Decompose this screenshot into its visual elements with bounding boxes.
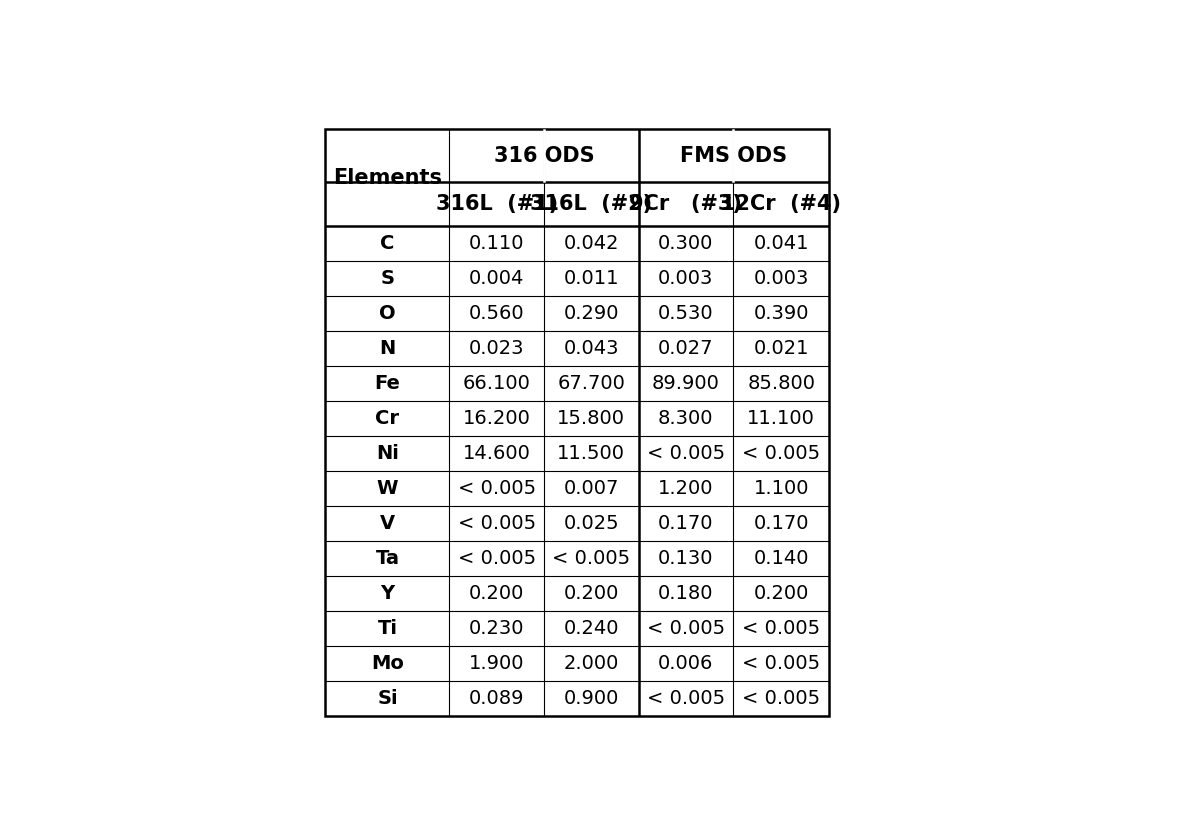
Text: 0.043: 0.043	[564, 339, 619, 358]
Text: Mo: Mo	[371, 655, 403, 673]
Text: < 0.005: < 0.005	[458, 479, 536, 498]
Text: S: S	[381, 270, 394, 288]
Text: 0.027: 0.027	[658, 339, 714, 358]
Text: < 0.005: < 0.005	[458, 514, 536, 534]
Text: 89.900: 89.900	[652, 374, 720, 393]
Text: < 0.005: < 0.005	[646, 620, 725, 638]
Text: 0.530: 0.530	[658, 305, 714, 323]
Text: 11.100: 11.100	[747, 409, 815, 428]
Text: 66.100: 66.100	[463, 374, 531, 393]
Text: 0.041: 0.041	[753, 235, 809, 254]
Text: Elements: Elements	[333, 168, 441, 188]
Text: 0.180: 0.180	[658, 584, 714, 603]
Text: 0.110: 0.110	[469, 235, 525, 254]
Text: 14.600: 14.600	[463, 444, 531, 463]
Text: < 0.005: < 0.005	[552, 549, 631, 569]
Text: C: C	[381, 235, 395, 254]
Text: 16.200: 16.200	[463, 409, 531, 428]
Text: 1.100: 1.100	[753, 479, 809, 498]
Text: < 0.005: < 0.005	[743, 620, 820, 638]
Text: 2.000: 2.000	[564, 655, 619, 673]
Text: 12Cr  (#4): 12Cr (#4)	[721, 195, 841, 214]
Text: 0.089: 0.089	[469, 689, 525, 708]
Text: 0.170: 0.170	[658, 514, 714, 534]
Text: Cr: Cr	[376, 409, 400, 428]
Text: 0.390: 0.390	[753, 305, 809, 323]
Text: 0.230: 0.230	[469, 620, 525, 638]
Text: < 0.005: < 0.005	[743, 689, 820, 708]
Text: Y: Y	[381, 584, 395, 603]
Text: 316L  (#2): 316L (#2)	[531, 195, 652, 214]
Text: N: N	[380, 339, 395, 358]
Text: 0.300: 0.300	[658, 235, 714, 254]
Text: 0.170: 0.170	[753, 514, 809, 534]
Text: < 0.005: < 0.005	[646, 689, 725, 708]
Text: 0.200: 0.200	[469, 584, 525, 603]
Text: 0.240: 0.240	[564, 620, 619, 638]
Text: 67.700: 67.700	[557, 374, 625, 393]
Text: 0.004: 0.004	[469, 270, 525, 288]
Text: 0.140: 0.140	[753, 549, 809, 569]
Text: < 0.005: < 0.005	[743, 444, 820, 463]
Text: O: O	[380, 305, 396, 323]
Text: Ta: Ta	[376, 549, 400, 569]
Text: 0.200: 0.200	[564, 584, 619, 603]
Text: 0.130: 0.130	[658, 549, 714, 569]
Text: 0.042: 0.042	[564, 235, 619, 254]
Text: 0.011: 0.011	[564, 270, 619, 288]
Text: Fe: Fe	[375, 374, 400, 393]
Text: 0.560: 0.560	[469, 305, 525, 323]
Bar	[325, 129, 829, 716]
Text: 0.200: 0.200	[753, 584, 809, 603]
Text: < 0.005: < 0.005	[646, 444, 725, 463]
Text: 9Cr   (#3): 9Cr (#3)	[630, 195, 743, 214]
Text: < 0.005: < 0.005	[743, 655, 820, 673]
Text: 0.023: 0.023	[469, 339, 525, 358]
Text: Ti: Ti	[377, 620, 397, 638]
Text: 0.006: 0.006	[658, 655, 714, 673]
Text: Si: Si	[377, 689, 397, 708]
Text: 0.003: 0.003	[753, 270, 809, 288]
Text: 0.290: 0.290	[564, 305, 619, 323]
Text: Ni: Ni	[376, 444, 399, 463]
Text: 0.003: 0.003	[658, 270, 714, 288]
Text: W: W	[377, 479, 399, 498]
Text: 316 ODS: 316 ODS	[494, 145, 594, 165]
Text: 1.200: 1.200	[658, 479, 714, 498]
Text: 0.025: 0.025	[563, 514, 619, 534]
Text: 15.800: 15.800	[557, 409, 625, 428]
Text: < 0.005: < 0.005	[458, 549, 536, 569]
Text: 8.300: 8.300	[658, 409, 714, 428]
Text: 1.900: 1.900	[469, 655, 525, 673]
Text: 11.500: 11.500	[557, 444, 625, 463]
Text: V: V	[380, 514, 395, 534]
Text: FMS ODS: FMS ODS	[681, 145, 788, 165]
Text: 0.007: 0.007	[564, 479, 619, 498]
Text: 0.900: 0.900	[564, 689, 619, 708]
Text: 0.021: 0.021	[753, 339, 809, 358]
Text: 316L  (#1): 316L (#1)	[436, 195, 558, 214]
Text: 85.800: 85.800	[747, 374, 815, 393]
